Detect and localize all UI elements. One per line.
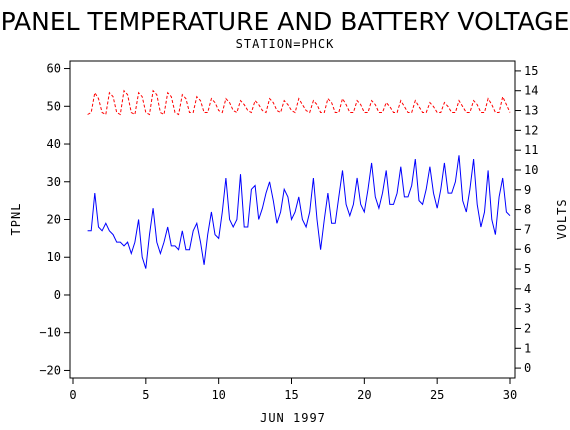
y-left-tick-label: 20 <box>47 213 61 227</box>
series-layer <box>87 89 511 269</box>
y-right-tick-label: 9 <box>524 183 531 197</box>
plot-frame <box>69 60 516 379</box>
battery-voltage-line <box>87 89 511 116</box>
x-axis: 0 5 10 15 20 25 30 <box>69 378 517 402</box>
x-tick-label: 30 <box>503 388 517 402</box>
y-left-tick-label: −10 <box>39 326 61 340</box>
chart-subtitle: STATION=PHCK <box>236 37 335 51</box>
y-right-tick-label: 14 <box>524 84 538 98</box>
y-right-tick-label: 13 <box>524 104 538 118</box>
y-axis-right-label: VOLTS <box>555 198 569 239</box>
y-left-tick-label: −20 <box>39 363 61 377</box>
x-tick-label: 5 <box>142 388 149 402</box>
y-left-tick-label: 50 <box>47 99 61 113</box>
y-right-tick-label: 1 <box>524 341 531 355</box>
x-tick-label: 10 <box>211 388 225 402</box>
x-tick-label: 25 <box>430 388 444 402</box>
y-right-tick-label: 0 <box>524 361 531 375</box>
y-axis-left-label: TPNL <box>9 203 23 236</box>
y-right-tick-label: 3 <box>524 302 531 316</box>
y-left-tick-label: 10 <box>47 250 61 264</box>
x-tick-label: 20 <box>357 388 371 402</box>
y-left-tick-label: 30 <box>47 175 61 189</box>
y-right-tick-label: 6 <box>524 242 531 256</box>
panel-temperature-line <box>87 155 511 269</box>
y-left-tick-label: 40 <box>47 137 61 151</box>
y-axis-left: −20 −10 0 10 20 30 40 50 60 <box>39 62 70 377</box>
y-right-tick-label: 7 <box>524 222 531 236</box>
y-right-tick-label: 5 <box>524 262 531 276</box>
y-right-tick-label: 10 <box>524 163 538 177</box>
y-left-tick-label: 0 <box>54 288 61 302</box>
x-tick-label: 0 <box>69 388 76 402</box>
y-right-tick-label: 11 <box>524 143 538 157</box>
chart-title: PANEL TEMPERATURE AND BATTERY VOLTAGE <box>1 7 570 36</box>
y-right-tick-label: 15 <box>524 64 538 78</box>
x-axis-label: JUN 1997 <box>260 411 326 425</box>
y-right-tick-label: 4 <box>524 282 531 296</box>
y-left-tick-label: 60 <box>47 62 61 76</box>
y-right-tick-label: 2 <box>524 321 531 335</box>
x-tick-label: 15 <box>284 388 298 402</box>
y-right-tick-label: 12 <box>524 123 538 137</box>
y-right-tick-label: 8 <box>524 203 531 217</box>
